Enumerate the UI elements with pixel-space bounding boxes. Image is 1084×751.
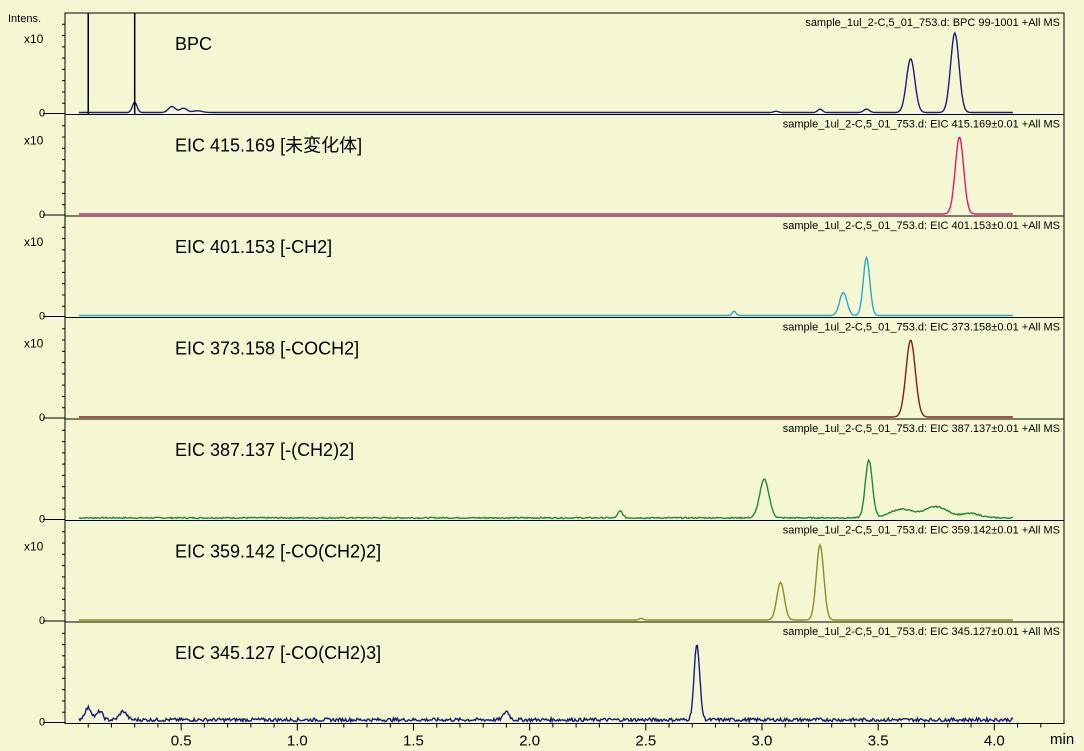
y-exponent-label: x10 — [24, 540, 44, 554]
y-zero-label: 0 — [39, 615, 45, 627]
y-exponent-label: x10 — [24, 337, 44, 351]
trace-label: EIC 345.127 [-CO(CH2)3] — [175, 643, 381, 663]
panel-frame — [64, 621, 1065, 724]
y-zero-label: 0 — [39, 108, 45, 120]
trace-info: sample_1ul_2-C,5_01_753.d: EIC 415.169±0… — [783, 119, 1060, 131]
trace-info: sample_1ul_2-C,5_01_753.d: EIC 373.158±0… — [783, 322, 1060, 334]
trace-info: sample_1ul_2-C,5_01_753.d: EIC 401.153±0… — [783, 220, 1060, 232]
trace-line — [78, 543, 1013, 621]
trace-line — [78, 458, 1014, 520]
trace-line — [78, 255, 1013, 317]
trace-line — [78, 31, 1013, 114]
y-exponent-label: x10 — [24, 235, 44, 249]
panel-6: 0 x10 EIC 359.142 [-CO(CH2)2] sample_1ul_2-… — [24, 520, 1065, 627]
trace-line — [78, 339, 1013, 418]
y-zero-label: 0 — [39, 311, 45, 323]
y-zero-label: 0 — [39, 717, 45, 729]
y-zero-label: 0 — [39, 209, 45, 221]
y-zero-label: 0 — [39, 412, 45, 424]
trace-info: sample_1ul_2-C,5_01_753.d: EIC 359.142±0… — [783, 525, 1060, 537]
x-axis: 0.5 1.0 1.5 2.0 2.5 3.0 3.5 4.0 — [87, 723, 1042, 750]
chart-panels: 0 x10 BPC sample_1ul_2-C,5_01_753.d: BPC 99… — [24, 12, 1065, 729]
y-exponent-label: x10 — [24, 32, 44, 46]
panel-7: 0 EIC 345.127 [-CO(CH2)3] sample_1ul_2-C,5… — [39, 621, 1065, 729]
x-tick-label: 2.5 — [635, 733, 656, 750]
x-tick-label: 0.5 — [171, 733, 192, 750]
x-tick-label: 3.5 — [868, 733, 889, 750]
trace-label: BPC — [175, 34, 212, 54]
x-axis-unit: min — [1050, 731, 1074, 748]
trace-line — [78, 136, 1013, 215]
trace-line — [78, 644, 1014, 724]
x-tick-label: 4.0 — [984, 733, 1005, 750]
trace-info: sample_1ul_2-C,5_01_753.d: EIC 387.137±0… — [783, 423, 1060, 435]
y-exponent-label: x10 — [24, 134, 44, 148]
x-tick-label: 1.0 — [287, 733, 308, 750]
trace-label: EIC 373.158 [-COCH2] — [175, 339, 359, 359]
y-axis-title: Intens. — [8, 13, 41, 25]
panel-5: 0 EIC 387.137 [-(CH2)2] sample_1ul_2-C,5_0… — [39, 418, 1065, 526]
x-tick-label: 1.5 — [403, 733, 424, 750]
panel-3: 0 x10 EIC 401.153 [-CH2] sample_1ul_2-C,5_0… — [24, 215, 1065, 323]
trace-info: sample_1ul_2-C,5_01_753.d: BPC 99-1001 +… — [805, 17, 1060, 29]
trace-info: sample_1ul_2-C,5_01_753.d: EIC 345.127±0… — [783, 626, 1060, 638]
x-tick-label: 2.0 — [519, 733, 540, 750]
x-tick-label: 3.0 — [752, 733, 773, 750]
trace-label: EIC 387.137 [-(CH2)2] — [175, 440, 354, 460]
trace-label: EIC 415.169 [未変化体] — [175, 136, 362, 156]
trace-label: EIC 359.142 [-CO(CH2)2] — [175, 542, 381, 562]
trace-label: EIC 401.153 [-CH2] — [175, 237, 332, 257]
y-zero-label: 0 — [39, 514, 45, 526]
